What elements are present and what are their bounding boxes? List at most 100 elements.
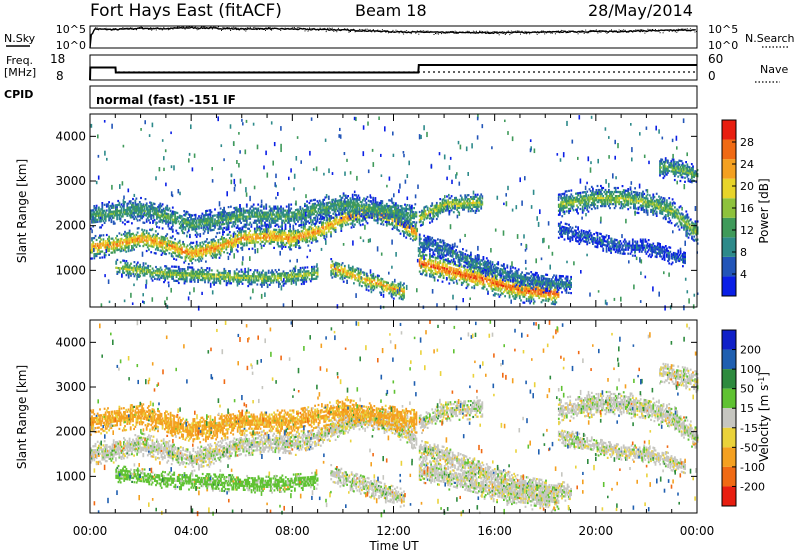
- range-gate-cell: [334, 206, 337, 209]
- range-gate-cell: [397, 220, 400, 223]
- range-gate-cell: [290, 230, 293, 233]
- range-gate-cell: [360, 203, 363, 206]
- range-gate-cell: [133, 248, 135, 251]
- range-gate-cell: [360, 201, 363, 204]
- range-gate-cell: [267, 211, 270, 214]
- range-gate-cell: [366, 216, 369, 219]
- range-gate-cell: [154, 238, 157, 241]
- range-gate-cell: [156, 234, 158, 237]
- range-gate-cell: [134, 244, 137, 247]
- range-gate-cell: [405, 209, 408, 213]
- range-gate-cell: [304, 239, 306, 242]
- range-gate-cell: [287, 276, 289, 279]
- range-gate-cell: [225, 226, 228, 229]
- range-gate-cell: [243, 234, 246, 237]
- range-gate-cell: [119, 244, 122, 247]
- nsearch-point: [237, 27, 239, 29]
- range-gate-cell: [240, 268, 243, 271]
- range-gate-cell: [98, 214, 100, 217]
- range-gate-cell: [311, 276, 313, 279]
- range-gate-cell: [198, 252, 200, 255]
- range-gate-cell: [363, 205, 365, 208]
- nsearch-point: [415, 32, 417, 34]
- range-gate-cell: [167, 267, 170, 270]
- range-gate-cell: [146, 234, 149, 237]
- range-gate-cell: [136, 237, 139, 240]
- range-gate-cell: [137, 213, 140, 216]
- range-gate-cell: [247, 238, 249, 241]
- nsearch-point: [623, 29, 625, 31]
- range-gate-cell: [234, 220, 237, 223]
- range-gate-cell: [146, 272, 148, 275]
- range-gate-cell: [116, 242, 118, 246]
- range-gate-cell: [138, 236, 141, 240]
- range-gate-cell: [92, 221, 95, 224]
- range-gate-cell: [266, 279, 269, 282]
- range-gate-cell: [203, 226, 206, 229]
- range-gate-cell: [249, 217, 252, 220]
- range-gate-cell: [169, 215, 172, 218]
- range-gate-cell: [302, 213, 305, 216]
- range-gate-cell: [194, 229, 197, 233]
- range-gate-cell: [352, 217, 355, 220]
- range-gate-cell: [145, 239, 148, 242]
- range-gate-cell: [177, 267, 180, 271]
- range-gate-cell: [107, 213, 109, 216]
- range-gate-cell: [305, 235, 307, 238]
- range-gate-cell: [132, 272, 135, 276]
- range-gate-cell: [414, 236, 417, 239]
- range-gate-cell: [348, 216, 351, 220]
- range-gate-cell: [291, 269, 294, 272]
- range-gate-cell: [370, 284, 372, 287]
- range-gate-cell: [314, 230, 316, 233]
- range-gate-cell: [415, 235, 418, 238]
- range-gate-cell: [147, 264, 149, 267]
- range-gate-cell: [380, 218, 382, 221]
- range-gate-cell: [233, 241, 236, 244]
- range-gate-cell: [302, 215, 305, 218]
- range-gate-cell: [297, 271, 300, 274]
- nsearch-point: [574, 31, 576, 33]
- range-gate-cell: [264, 228, 266, 231]
- range-gate-cell: [324, 206, 327, 209]
- range-gate-cell: [300, 226, 303, 229]
- range-gate-cell: [145, 231, 148, 234]
- range-gate-cell: [261, 224, 264, 227]
- nsearch-point: [316, 29, 318, 31]
- range-gate-cell: [376, 284, 379, 287]
- range-gate-cell: [287, 280, 289, 283]
- range-gate-cell: [208, 213, 211, 216]
- range-gate-cell: [289, 230, 291, 233]
- range-gate-cell: [126, 234, 129, 237]
- range-gate-cell: [124, 240, 126, 243]
- range-gate-cell: [340, 213, 343, 216]
- range-gate-cell: [383, 208, 386, 211]
- range-gate-cell: [289, 209, 291, 212]
- range-gate-cell: [285, 235, 288, 239]
- range-gate-cell: [256, 223, 258, 226]
- range-gate-cell: [200, 249, 203, 252]
- range-gate-cell: [192, 268, 195, 271]
- range-gate-cell: [158, 270, 161, 273]
- range-gate-cell: [208, 279, 211, 282]
- range-gate-cell: [126, 212, 129, 215]
- nsearch-point: [336, 31, 338, 33]
- nsearch-point: [609, 30, 611, 32]
- nsearch-point: [483, 31, 485, 33]
- nsearch-point: [598, 31, 600, 33]
- range-gate-cell: [337, 268, 339, 271]
- range-gate-cell: [305, 208, 307, 211]
- nsearch-point: [538, 31, 540, 33]
- range-gate-cell: [406, 233, 409, 236]
- range-gate-cell: [329, 223, 331, 226]
- range-gate-cell: [183, 243, 186, 246]
- range-gate-cell: [210, 229, 213, 232]
- range-gate-cell: [149, 269, 152, 272]
- range-gate-cell: [169, 213, 172, 216]
- range-gate-cell: [151, 210, 154, 213]
- range-gate-cell: [348, 215, 351, 218]
- range-gate-cell: [140, 270, 143, 273]
- range-gate-cell: [134, 203, 137, 206]
- range-gate-cell: [300, 211, 303, 214]
- nsearch-point: [583, 32, 585, 34]
